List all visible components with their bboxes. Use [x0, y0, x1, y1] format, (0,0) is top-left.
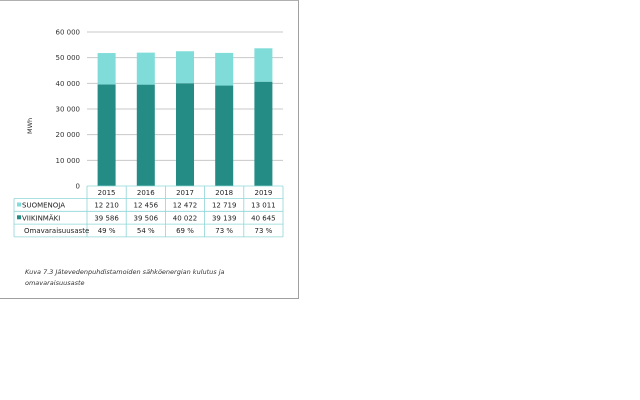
stacked-bar-chart: 0 10 000 20 000 30 000 40 000 50 000 60 000 MWh…	[13, 29, 284, 238]
legend-swatch	[17, 215, 21, 220]
table-cell: 12 472	[173, 202, 198, 210]
bar-suomenoja-2017	[176, 51, 194, 84]
table-cell: 39 506	[134, 214, 159, 222]
figure-caption: Kuva 7.3 Jätevedenpuhdistamoiden sähköen…	[25, 268, 225, 287]
table-cell: 54 %	[137, 227, 155, 235]
table-cell: 12 456	[134, 202, 159, 210]
table-cell: 73 %	[255, 227, 273, 235]
table-header-year: 2016	[137, 189, 155, 197]
table-header-year: 2015	[98, 189, 116, 197]
bar-viikinmäki-2017	[176, 83, 194, 186]
table-cell: 73 %	[215, 227, 233, 235]
bar-suomenoja-2019	[254, 48, 273, 82]
table-header-year: 2018	[215, 189, 233, 197]
table-row-label: SUOMENOJA	[22, 202, 65, 210]
y-tick-label: 50 000	[56, 54, 81, 62]
y-tick-label: 60 000	[56, 29, 81, 37]
bar-viikinmäki-2019	[254, 81, 273, 186]
legend-swatch	[17, 202, 21, 207]
bar-viikinmäki-2018	[215, 85, 234, 186]
table-header-year: 2019	[254, 189, 272, 197]
bar-suomenoja-2015	[97, 53, 116, 85]
y-tick-label: 40 000	[56, 80, 81, 88]
bar-viikinmäki-2016	[136, 84, 155, 186]
y-tick-label: 10 000	[56, 157, 81, 165]
table-row-label: VIIKINMÄKI	[22, 213, 60, 222]
table-cell: 40 645	[251, 214, 276, 222]
y-tick-label: 0	[76, 183, 80, 191]
table-cell: 49 %	[98, 227, 116, 235]
bar-suomenoja-2018	[215, 52, 234, 86]
table-cell: 12 719	[212, 202, 237, 210]
bar-viikinmäki-2015	[97, 84, 116, 186]
y-tick-label: 30 000	[56, 106, 81, 114]
table-header-year: 2017	[176, 189, 194, 197]
table-row-label: Omavaraisuusaste	[24, 227, 89, 235]
table-cell: 13 011	[251, 202, 276, 210]
table-cell: 39 139	[212, 214, 237, 222]
table-cell: 40 022	[173, 214, 198, 222]
y-axis-label: MWh	[26, 118, 34, 134]
y-tick-label: 20 000	[56, 131, 81, 139]
bar-suomenoja-2016	[136, 52, 155, 85]
table-cell: 12 210	[94, 202, 119, 210]
figure-frame	[0, 0, 299, 299]
table-cell: 39 586	[94, 214, 119, 222]
table-cell: 69 %	[176, 227, 194, 235]
